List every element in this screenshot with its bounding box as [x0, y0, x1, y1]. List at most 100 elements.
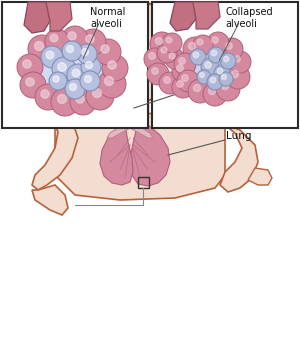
- Circle shape: [46, 51, 54, 59]
- Circle shape: [58, 63, 66, 71]
- Circle shape: [70, 89, 96, 115]
- Circle shape: [144, 48, 166, 70]
- Text: Collapsed
alveoli: Collapsed alveoli: [225, 7, 273, 28]
- Circle shape: [70, 83, 76, 91]
- Circle shape: [68, 32, 76, 40]
- Ellipse shape: [165, 87, 179, 97]
- Circle shape: [23, 60, 31, 68]
- Circle shape: [86, 82, 114, 110]
- Circle shape: [172, 76, 194, 98]
- Circle shape: [201, 58, 219, 76]
- Circle shape: [17, 54, 43, 80]
- Circle shape: [45, 29, 69, 53]
- Circle shape: [214, 65, 230, 81]
- Circle shape: [77, 44, 97, 64]
- Circle shape: [80, 71, 100, 91]
- Circle shape: [92, 88, 101, 98]
- Circle shape: [155, 37, 163, 45]
- Polygon shape: [130, 123, 153, 138]
- Polygon shape: [170, 2, 196, 31]
- Circle shape: [179, 58, 185, 64]
- Circle shape: [65, 79, 85, 99]
- Circle shape: [35, 84, 61, 110]
- Text: Normal
alveoli: Normal alveoli: [90, 7, 125, 28]
- Circle shape: [108, 61, 116, 69]
- Circle shape: [223, 56, 229, 62]
- Circle shape: [190, 49, 206, 65]
- Circle shape: [80, 29, 106, 55]
- Circle shape: [53, 76, 59, 82]
- Circle shape: [28, 35, 56, 63]
- Circle shape: [172, 60, 194, 82]
- Circle shape: [182, 75, 188, 81]
- Circle shape: [208, 87, 216, 95]
- Polygon shape: [32, 185, 68, 215]
- Circle shape: [62, 41, 82, 61]
- Bar: [138, 177, 149, 188]
- Circle shape: [234, 56, 240, 62]
- Circle shape: [81, 57, 101, 77]
- Polygon shape: [46, 2, 72, 31]
- Polygon shape: [185, 45, 234, 91]
- Polygon shape: [100, 122, 133, 185]
- Circle shape: [226, 65, 250, 89]
- Circle shape: [183, 37, 207, 61]
- Polygon shape: [122, 103, 148, 118]
- Circle shape: [194, 84, 201, 92]
- Circle shape: [205, 62, 211, 68]
- Circle shape: [164, 77, 170, 83]
- Circle shape: [219, 72, 233, 86]
- Circle shape: [208, 47, 224, 63]
- Circle shape: [210, 77, 216, 83]
- Circle shape: [49, 72, 67, 90]
- Bar: [2, 2, 148, 128]
- Circle shape: [229, 51, 251, 73]
- Circle shape: [52, 57, 76, 81]
- Bar: [152, 2, 298, 128]
- Circle shape: [197, 39, 203, 45]
- Circle shape: [26, 78, 34, 86]
- Circle shape: [85, 76, 92, 82]
- Polygon shape: [24, 2, 50, 33]
- Circle shape: [34, 41, 43, 51]
- Circle shape: [150, 32, 174, 56]
- Circle shape: [85, 61, 92, 68]
- Circle shape: [231, 71, 239, 78]
- Polygon shape: [193, 2, 220, 29]
- Polygon shape: [130, 120, 170, 186]
- Ellipse shape: [82, 2, 188, 102]
- Circle shape: [200, 73, 205, 77]
- Circle shape: [149, 53, 155, 59]
- Circle shape: [101, 45, 109, 53]
- Circle shape: [193, 52, 199, 58]
- Circle shape: [169, 53, 175, 59]
- Circle shape: [217, 68, 223, 74]
- Circle shape: [104, 77, 113, 85]
- Circle shape: [221, 38, 243, 60]
- Circle shape: [221, 75, 226, 79]
- Circle shape: [177, 81, 183, 87]
- Circle shape: [161, 47, 167, 53]
- Circle shape: [159, 72, 181, 94]
- Circle shape: [41, 90, 49, 98]
- Polygon shape: [55, 112, 225, 200]
- Circle shape: [216, 77, 240, 101]
- Polygon shape: [38, 41, 108, 99]
- Circle shape: [177, 65, 183, 71]
- Circle shape: [212, 37, 218, 43]
- Circle shape: [188, 79, 212, 103]
- Circle shape: [67, 64, 89, 86]
- Circle shape: [58, 95, 67, 103]
- Circle shape: [67, 45, 73, 53]
- Circle shape: [72, 69, 80, 77]
- Circle shape: [76, 95, 84, 103]
- Circle shape: [51, 88, 79, 116]
- Circle shape: [20, 72, 46, 98]
- Circle shape: [211, 50, 217, 56]
- Polygon shape: [32, 120, 78, 190]
- Circle shape: [162, 33, 182, 53]
- Circle shape: [165, 49, 185, 69]
- Circle shape: [62, 26, 88, 52]
- Circle shape: [174, 53, 196, 75]
- Circle shape: [147, 63, 169, 85]
